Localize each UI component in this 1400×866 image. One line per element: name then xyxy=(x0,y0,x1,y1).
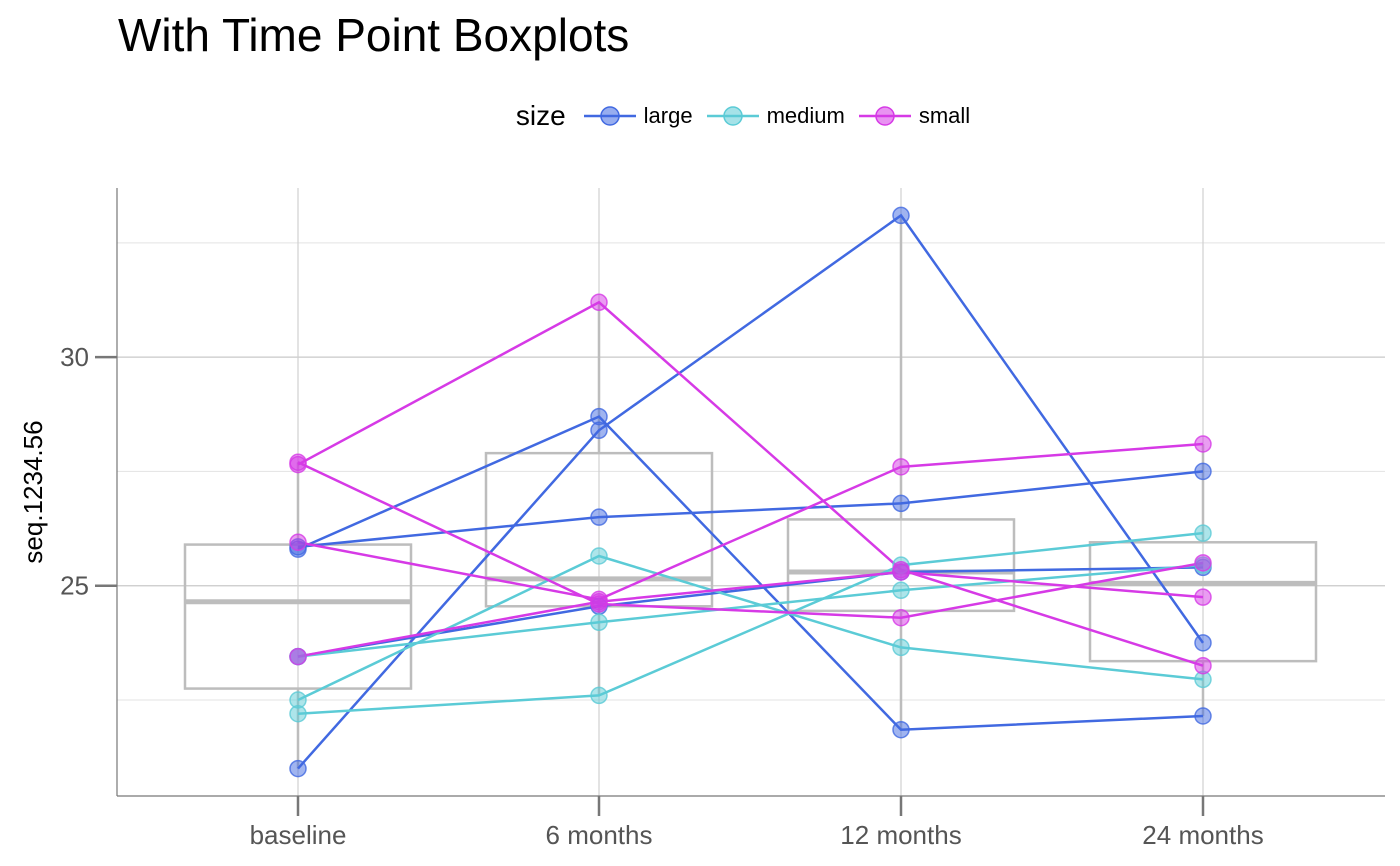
data-point-small xyxy=(1194,435,1212,453)
data-point-small xyxy=(590,293,608,312)
legend-key-small xyxy=(858,106,911,126)
x-tick-label: baseline xyxy=(250,820,347,850)
series-line-large xyxy=(297,213,1205,770)
x-tick-label: 12 months xyxy=(840,820,961,850)
data-point-small xyxy=(1194,554,1212,572)
data-point-small xyxy=(892,608,910,627)
x-tick-label: 24 months xyxy=(1142,820,1263,850)
series-line-medium xyxy=(297,563,1204,658)
series-line-small xyxy=(297,300,1204,667)
legend-label-large: large xyxy=(643,103,693,128)
data-point-large xyxy=(289,759,307,778)
data-point-medium xyxy=(590,547,608,565)
legend-key-medium xyxy=(706,106,759,126)
data-point-small xyxy=(1194,656,1212,675)
data-point-large xyxy=(590,421,608,440)
data-point-large xyxy=(1194,634,1212,652)
data-point-small xyxy=(892,458,910,476)
data-point-medium xyxy=(590,613,608,632)
series-line-small xyxy=(297,461,1204,619)
data-point-large xyxy=(892,206,910,225)
legend-title: size xyxy=(515,100,566,131)
data-point-medium xyxy=(590,686,608,705)
legend-key-dot xyxy=(875,106,895,126)
data-point-medium xyxy=(892,581,910,600)
legend-item-small: small xyxy=(858,101,971,131)
data-point-medium xyxy=(1194,524,1212,542)
series-line-large xyxy=(297,415,1204,731)
series-line-large xyxy=(297,566,1204,658)
y-tick-label: 30 xyxy=(60,342,89,372)
legend-key-large xyxy=(583,106,636,126)
series-line-small xyxy=(297,570,1204,658)
data-point-large xyxy=(1194,462,1212,481)
data-point-small xyxy=(289,647,307,666)
data-point-medium xyxy=(289,704,307,723)
series-line-large xyxy=(297,470,1204,549)
legend-item-medium: medium xyxy=(706,101,845,131)
y-axis-title: seq.1234.56 xyxy=(18,420,48,563)
data-point-small xyxy=(1194,588,1212,606)
data-point-small xyxy=(892,563,910,581)
legend-label-medium: medium xyxy=(766,103,845,128)
series-line-small xyxy=(297,442,1204,601)
legend-item-large: large xyxy=(583,101,693,131)
data-point-large xyxy=(590,508,608,526)
data-point-medium xyxy=(892,638,910,657)
data-point-large xyxy=(892,494,910,513)
legend-key-dot xyxy=(599,106,620,126)
legend: size large medium small xyxy=(0,100,1400,132)
data-point-large xyxy=(892,720,910,739)
chart-title: With Time Point Boxplots xyxy=(118,9,630,61)
y-tick-label: 25 xyxy=(60,571,89,601)
x-tick-label: 6 months xyxy=(546,820,653,850)
series-line-medium xyxy=(297,531,1204,715)
data-point-large xyxy=(1194,707,1212,725)
legend-label-small: small xyxy=(918,103,971,128)
data-point-small xyxy=(289,453,307,472)
data-point-small xyxy=(590,592,608,611)
data-point-small xyxy=(289,533,307,552)
legend-key-dot xyxy=(722,106,743,126)
